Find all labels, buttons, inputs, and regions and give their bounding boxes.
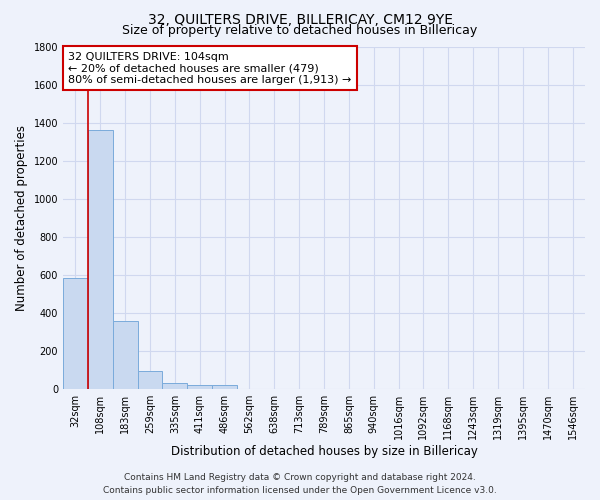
Y-axis label: Number of detached properties: Number of detached properties — [15, 124, 28, 310]
Text: Contains HM Land Registry data © Crown copyright and database right 2024.
Contai: Contains HM Land Registry data © Crown c… — [103, 474, 497, 495]
Bar — [212, 385, 237, 388]
Bar — [137, 370, 163, 388]
Bar — [187, 385, 212, 388]
Text: 32 QUILTERS DRIVE: 104sqm
← 20% of detached houses are smaller (479)
80% of semi: 32 QUILTERS DRIVE: 104sqm ← 20% of detac… — [68, 52, 352, 85]
Bar — [88, 130, 113, 388]
Bar — [63, 278, 88, 388]
X-axis label: Distribution of detached houses by size in Billericay: Distribution of detached houses by size … — [170, 444, 478, 458]
Bar — [163, 383, 187, 388]
Bar — [113, 321, 137, 388]
Text: 32, QUILTERS DRIVE, BILLERICAY, CM12 9YE: 32, QUILTERS DRIVE, BILLERICAY, CM12 9YE — [148, 12, 452, 26]
Text: Size of property relative to detached houses in Billericay: Size of property relative to detached ho… — [122, 24, 478, 37]
